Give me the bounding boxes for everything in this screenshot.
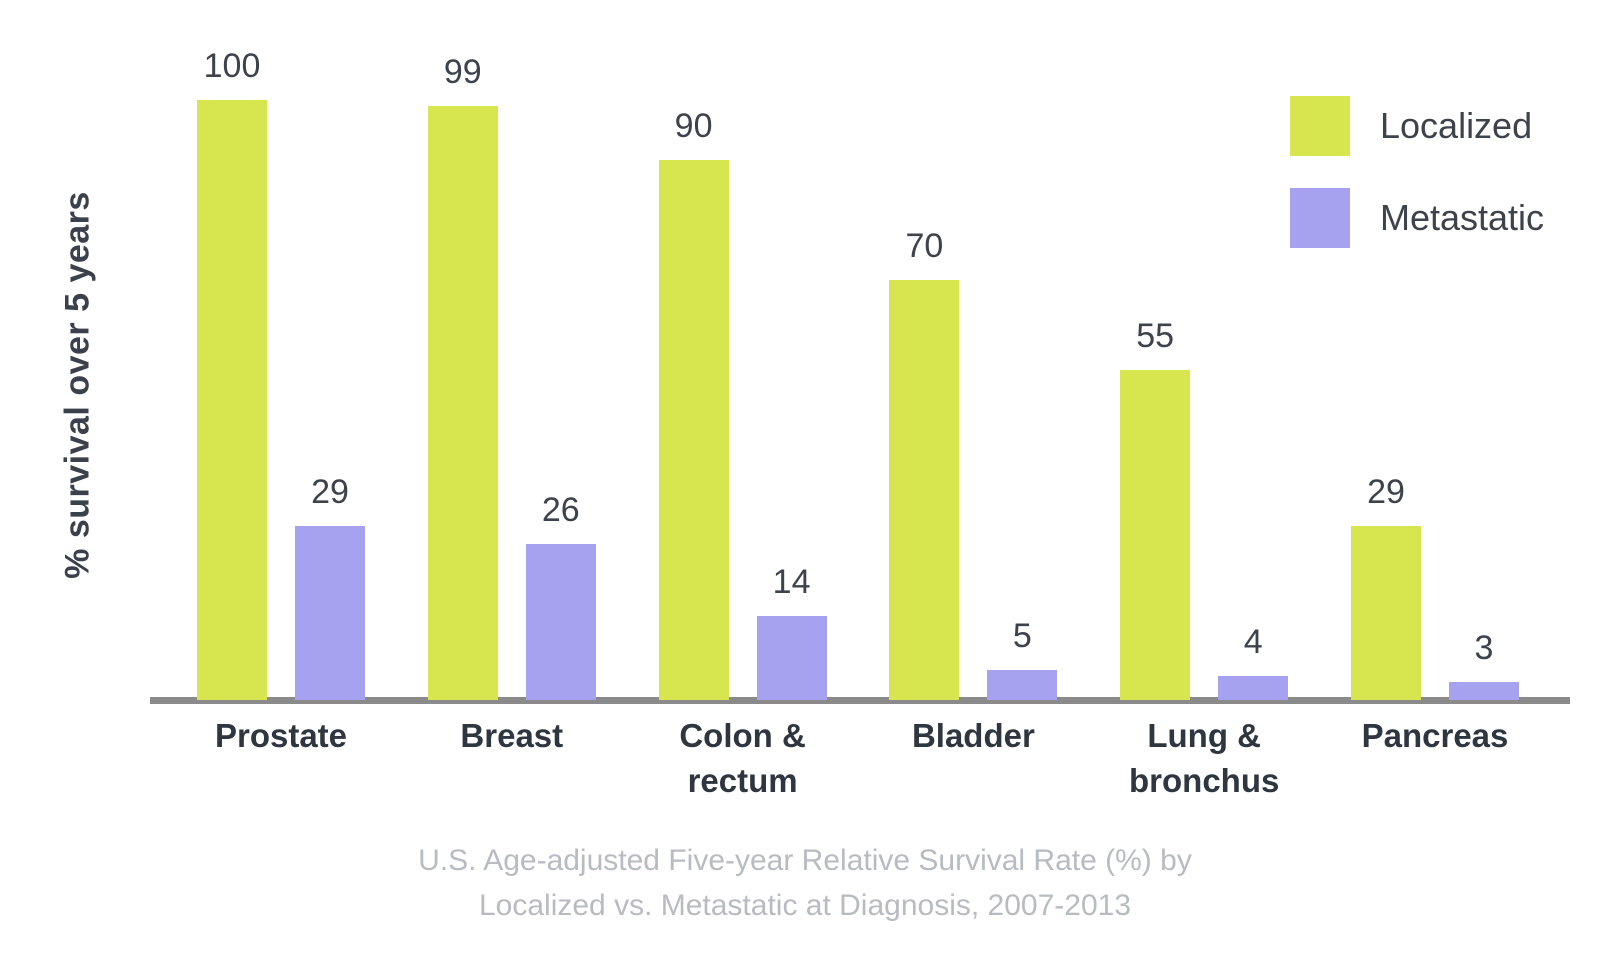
bar-value-label-localized-breast: 99 [443,53,482,91]
x-axis-line [150,697,1570,704]
legend-item-metastatic: Metastatic [1290,188,1544,248]
bar-localized-prostate [197,100,267,700]
bar-value-label-metastatic-breast: 26 [541,491,580,529]
caption-line-2: Localized vs. Metastatic at Diagnosis, 2… [478,889,1132,922]
legend-label-metastatic: Metastatic [1380,197,1545,238]
category-label-pancreas: Pancreas [1361,717,1509,754]
metastatic-swatch [1290,188,1350,248]
legend-label-localized: Localized [1380,105,1533,146]
bar-metastatic-breast [525,544,596,700]
bar-metastatic-bladder [987,670,1058,700]
bar-value-label-metastatic-pancreas: 3 [1474,629,1494,667]
bar-metastatic-prostate [295,526,365,700]
bar-metastatic-lung-bronchus [1218,676,1289,700]
category-label-bladder: Bladder [911,717,1035,754]
bar-value-label-localized-colon-rectum: 90 [674,107,713,145]
category-label-lung-bronchus: Lung & bronchus [1129,717,1280,799]
category-label-colon-rectum: Colon & rectum [679,717,806,799]
bar-localized-pancreas [1351,526,1421,700]
category-label-breast: Breast [460,717,564,754]
bar-metastatic-colon-rectum [756,616,827,700]
bar-value-label-localized-prostate: 100 [203,47,261,85]
category-label-prostate: Prostate [214,717,348,754]
bar-localized-bladder [889,280,960,700]
bar-value-label-localized-bladder: 70 [905,227,944,265]
bar-metastatic-pancreas [1449,682,1519,700]
chart-caption: U.S. Age-adjusted Five-year Relative Sur… [418,838,1192,928]
caption-line-1: U.S. Age-adjusted Five-year Relative Sur… [418,844,1192,877]
bar-value-label-localized-pancreas: 29 [1367,473,1405,511]
bar-localized-breast [427,106,498,700]
bar-value-label-metastatic-lung-bronchus: 4 [1243,623,1263,661]
bar-localized-colon-rectum [658,160,729,700]
bar-value-label-metastatic-bladder: 5 [1012,617,1032,655]
legend: Localized Metastatic [1290,96,1544,280]
localized-swatch [1290,96,1350,156]
bar-localized-lung-bronchus [1120,370,1191,700]
bar-value-label-metastatic-colon-rectum: 14 [772,563,811,601]
bar-value-label-localized-lung-bronchus: 55 [1136,317,1175,355]
bar-value-label-metastatic-prostate: 29 [311,473,349,511]
legend-item-localized: Localized [1290,96,1544,156]
